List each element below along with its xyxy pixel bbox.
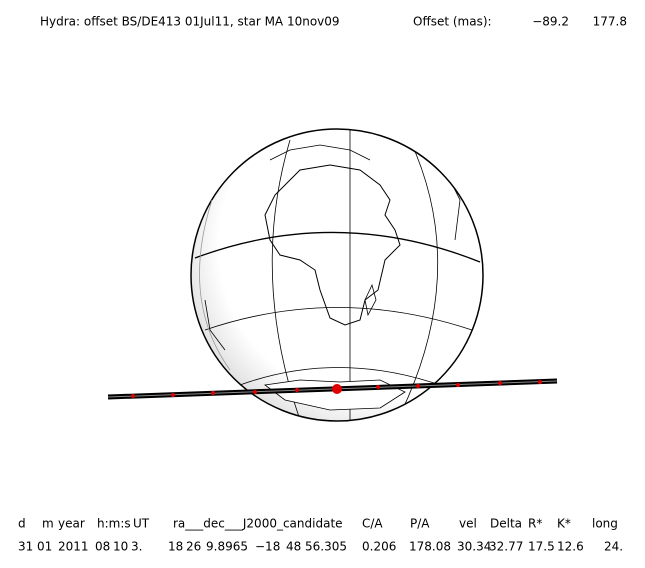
cell: 32.77 xyxy=(489,540,523,554)
cell: 26 xyxy=(186,540,201,554)
cell: 3. xyxy=(131,540,142,554)
cell: 01 xyxy=(37,540,52,554)
column-header: vel xyxy=(459,517,477,531)
cell: 17.5 xyxy=(528,540,555,554)
cell: 0.206 xyxy=(362,540,396,554)
cell: 178.08 xyxy=(409,540,451,554)
column-header: long xyxy=(592,517,618,531)
column-header: C/A xyxy=(362,517,383,531)
cell: 2011 xyxy=(58,540,89,554)
column-header: d xyxy=(18,517,26,531)
cell: 9.8965 xyxy=(206,540,248,554)
cell: 08 xyxy=(95,540,110,554)
cell: 12.6 xyxy=(557,540,584,554)
cell: −18 xyxy=(255,540,280,554)
offset-y: 177.8 xyxy=(593,15,627,29)
cell: 10 xyxy=(113,540,128,554)
column-header: P/A xyxy=(410,517,430,531)
cell: 24. xyxy=(604,540,623,554)
offset-x: −89.2 xyxy=(532,15,569,29)
column-header: R* xyxy=(528,517,542,531)
column-header: h:m:s xyxy=(97,517,131,531)
cell: 18 xyxy=(168,540,183,554)
column-header: K* xyxy=(557,517,571,531)
cell: 31 xyxy=(18,540,33,554)
column-header: m xyxy=(42,517,54,531)
event-table: d m year h:m:s UT ra___dec___J2000_candidate C… xyxy=(18,517,623,554)
column-header: UT xyxy=(133,517,150,531)
shadow-track xyxy=(107,378,558,400)
column-header: year xyxy=(58,517,85,531)
globe xyxy=(190,128,484,422)
offset-label: Offset (mas): xyxy=(413,15,492,29)
column-header: ra___dec___J2000_candidate xyxy=(173,517,343,531)
cell: 30.34 xyxy=(457,540,491,554)
column-header: Delta xyxy=(490,517,522,531)
title: Hydra: offset BS/DE413 01Jul11, star MA … xyxy=(40,15,340,29)
cell: 56.305 xyxy=(305,540,347,554)
cell: 48 xyxy=(286,540,301,554)
